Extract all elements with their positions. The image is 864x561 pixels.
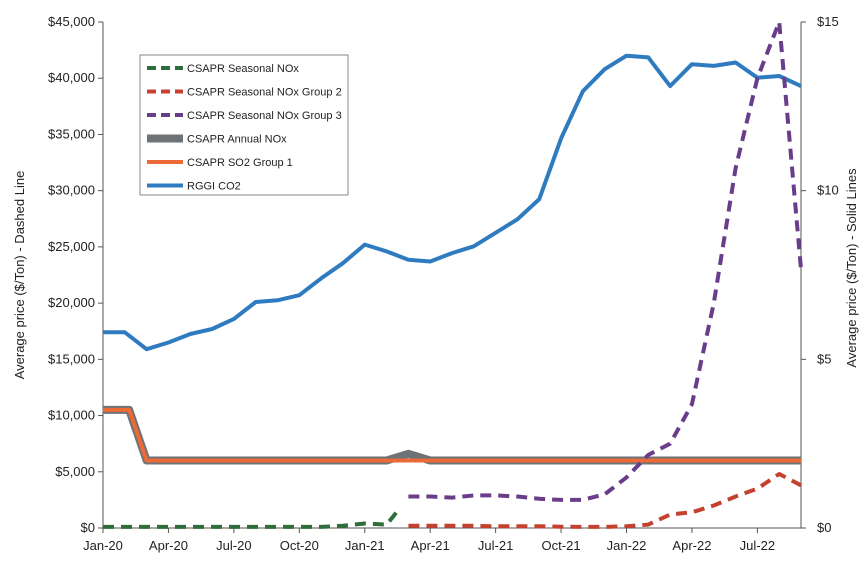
series-line-csapr-seasonal-nox-group-2 (408, 472, 802, 529)
legend-entry-label: CSAPR Seasonal NOx (187, 63, 299, 75)
legend-entry-label: RGGI CO2 (187, 181, 241, 193)
y-left-tick-label: $25,000 (48, 239, 95, 254)
legend: CSAPR Seasonal NOx CSAPR Seasonal NOx Gro… (139, 54, 349, 196)
series-line-csapr-annual-nox (103, 405, 801, 465)
y-right-tick-label: $15 (817, 14, 839, 29)
y-right-tick-label: $5 (817, 351, 831, 366)
series-line-csapr-seasonal-nox-group-3 (408, 20, 803, 502)
y-left-tick-label: $0 (81, 520, 95, 535)
y-left-tick-label: $5,000 (55, 464, 95, 479)
x-tick-label: Jan-20 (83, 538, 123, 553)
y-right-tick-label: $10 (817, 183, 839, 198)
x-tick-label: Oct-21 (542, 538, 581, 553)
y-left-tick-label: $35,000 (48, 126, 95, 141)
y-left-tick-label: $15,000 (48, 351, 95, 366)
legend-box (139, 54, 349, 196)
y-left-tick-label: $20,000 (48, 295, 95, 310)
y-left-tick-label: $10,000 (48, 408, 95, 423)
legend-entry-label: CSAPR SO2 Group 1 (187, 157, 293, 169)
y-left-tick-label: $30,000 (48, 183, 95, 198)
y-axis-right-label: Average price ($/Ton) - Solid Lines (844, 168, 859, 368)
x-tick-label: Apr-22 (672, 538, 711, 553)
x-tick-label: Jan-22 (607, 538, 647, 553)
y-left-tick-label: $45,000 (48, 14, 95, 29)
x-tick-label: Jul-20 (216, 538, 251, 553)
y-left-tick-label: $40,000 (48, 70, 95, 85)
x-tick-label: Jan-21 (345, 538, 385, 553)
legend-entry-label: CSAPR Seasonal NOx Group 3 (187, 110, 342, 122)
series-layer (103, 20, 803, 529)
x-tick-label: Apr-20 (149, 538, 188, 553)
x-tick-label: Apr-21 (411, 538, 450, 553)
y-axis-left-label: Average price ($/Ton) - Dashed Line (12, 171, 27, 380)
x-tick-label: Jul-21 (478, 538, 513, 553)
series-line-rggi-co2 (103, 53, 802, 352)
series-line-csapr-so2-group-1 (103, 407, 801, 463)
legend-entry-label: CSAPR Annual NOx (187, 134, 287, 146)
series-line-csapr-seasonal-nox (103, 509, 400, 529)
x-tick-label: Jul-22 (740, 538, 775, 553)
y-right-tick-label: $0 (817, 520, 831, 535)
legend-entry-label: CSAPR Seasonal NOx Group 2 (187, 87, 342, 99)
x-tick-label: Oct-20 (280, 538, 319, 553)
axes-layer: $0 $5,000 $10,000 $15,000 $20,000 $25,000 $30,… (48, 14, 839, 553)
